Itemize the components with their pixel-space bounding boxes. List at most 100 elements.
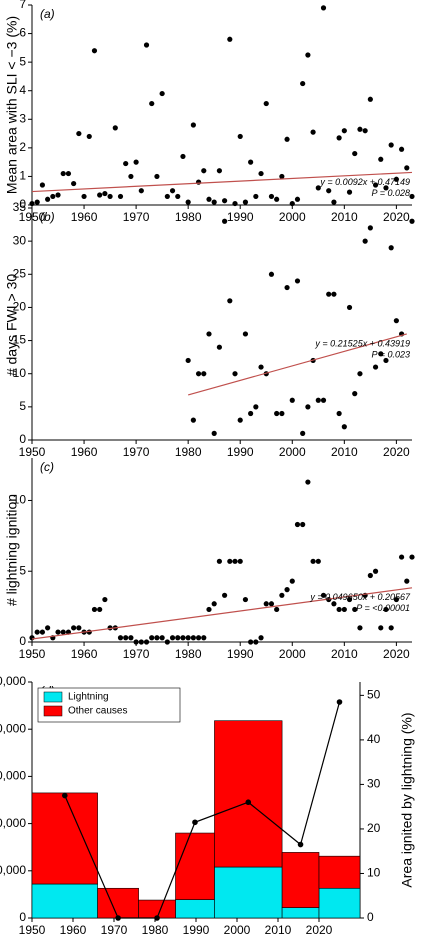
bar xyxy=(31,883,98,919)
point xyxy=(336,606,342,613)
x-tick-label: 2020 xyxy=(306,923,333,937)
y-tick-label: 5 xyxy=(19,54,26,68)
point xyxy=(315,185,321,191)
y-tick-label: 10,000 xyxy=(0,863,26,877)
point xyxy=(289,397,295,403)
point xyxy=(201,635,207,641)
point xyxy=(50,193,56,200)
point xyxy=(237,133,243,140)
point xyxy=(388,625,394,631)
point xyxy=(123,160,129,167)
y-tick-label: 10 xyxy=(13,493,27,507)
point xyxy=(242,199,249,205)
point xyxy=(138,639,144,645)
point xyxy=(398,554,405,560)
point xyxy=(310,558,316,564)
point xyxy=(383,606,389,613)
point xyxy=(216,168,222,174)
y-tick-label: 25 xyxy=(13,266,27,280)
point xyxy=(76,625,82,631)
point xyxy=(305,52,311,58)
point xyxy=(133,639,139,645)
point xyxy=(284,284,290,291)
point xyxy=(112,125,118,131)
point xyxy=(128,635,134,641)
point xyxy=(222,218,228,224)
point xyxy=(154,173,160,180)
point xyxy=(29,200,35,207)
point xyxy=(201,371,207,377)
line-point xyxy=(245,799,252,806)
x-tick-label: 2010 xyxy=(331,445,358,459)
point xyxy=(248,639,254,645)
annotation: P = <0.00001 xyxy=(356,603,410,613)
point xyxy=(45,196,51,202)
x-tick-label: 2020 xyxy=(383,647,410,661)
x-tick-label: 1980 xyxy=(175,647,202,661)
y-tick-label: 35 xyxy=(13,200,27,214)
point xyxy=(232,200,238,207)
point xyxy=(253,404,259,410)
point xyxy=(315,558,321,564)
y-tick-label: 50,000 xyxy=(0,674,26,688)
y-tick-label: 4 xyxy=(19,83,26,97)
point xyxy=(305,404,311,410)
point xyxy=(227,558,233,564)
point xyxy=(326,188,332,194)
point xyxy=(138,188,144,194)
point xyxy=(71,625,77,631)
annotation: y = 0.049650x + 0.20567 xyxy=(309,592,411,602)
line-point xyxy=(336,699,343,705)
point xyxy=(258,170,264,177)
point xyxy=(346,304,353,311)
point xyxy=(336,135,342,141)
point xyxy=(279,410,285,417)
line-point xyxy=(297,841,304,848)
point xyxy=(169,188,176,194)
y-tick-label: 15 xyxy=(13,333,27,347)
legend-swatch xyxy=(43,691,63,703)
point xyxy=(367,225,373,231)
y-tick-label: 20,000 xyxy=(0,816,26,830)
point xyxy=(222,198,228,204)
point xyxy=(331,291,337,297)
point xyxy=(39,182,46,188)
x-tick-label: 2000 xyxy=(279,445,306,459)
y-tick-label: 5 xyxy=(19,399,26,413)
x-tick-label: 1970 xyxy=(101,923,128,937)
point xyxy=(185,635,191,641)
point xyxy=(320,592,327,598)
point xyxy=(294,521,301,528)
point xyxy=(268,271,275,277)
point xyxy=(149,100,155,107)
line-point xyxy=(154,915,160,921)
y-tick-label: 2 xyxy=(19,140,26,154)
point xyxy=(102,190,108,197)
y-tick-label: 30,000 xyxy=(0,769,26,783)
point xyxy=(352,606,358,613)
y-axis-label: # lightning ignition xyxy=(4,494,20,606)
point xyxy=(284,136,290,142)
y-tick-label: 1 xyxy=(19,169,26,183)
point xyxy=(97,606,103,613)
point xyxy=(279,592,285,598)
line-point xyxy=(62,792,68,799)
point xyxy=(55,192,61,198)
point xyxy=(133,159,139,165)
point xyxy=(352,150,358,157)
x-tick-label: 1960 xyxy=(71,445,98,459)
point xyxy=(180,153,186,160)
legend-swatch xyxy=(43,705,63,717)
annotation: y = 0.21525x + 0.43919 xyxy=(314,338,410,348)
point xyxy=(253,639,259,645)
point xyxy=(263,601,269,607)
point xyxy=(216,344,222,350)
point xyxy=(216,558,222,564)
point xyxy=(237,558,243,564)
point xyxy=(185,199,191,205)
point xyxy=(383,185,389,191)
point xyxy=(378,625,384,631)
point xyxy=(242,596,249,603)
x-tick-label: 1980 xyxy=(175,210,202,224)
point xyxy=(284,587,290,593)
